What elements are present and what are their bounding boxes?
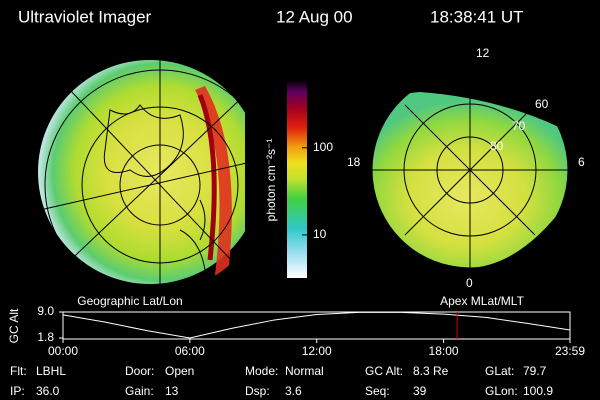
info-value: LBHL <box>36 364 66 378</box>
colorbar-tick-label: 10 <box>313 227 327 241</box>
info-value: 13 <box>165 384 179 398</box>
x-tick-label: 06:00 <box>175 344 205 358</box>
info-key: Gain: <box>125 384 154 398</box>
info-value: 100.9 <box>523 384 553 398</box>
date: 12 Aug 00 <box>276 7 353 26</box>
altitude-line <box>62 311 571 339</box>
info-key: Mode: <box>245 364 278 378</box>
left-label: Geographic Lat/Lon <box>77 294 182 308</box>
mlt-label: 12 <box>476 46 490 60</box>
instrument: Ultraviolet Imager <box>18 7 152 26</box>
info-key: GC Alt: <box>365 364 403 378</box>
mlt-label: 18 <box>347 155 361 169</box>
info-value: 8.3 Re <box>413 364 449 378</box>
y-tick-label: 9.0 <box>37 304 54 318</box>
polar-image <box>345 60 585 269</box>
colorbar <box>287 80 307 278</box>
lat-label: 70 <box>512 119 526 133</box>
info-value: 3.6 <box>285 384 302 398</box>
info-key: Flt: <box>10 364 27 378</box>
x-tick-label: 23:59 <box>555 344 585 358</box>
info-value: 36.0 <box>36 384 60 398</box>
x-tick-label: 00:00 <box>48 344 78 358</box>
time: 18:38:41 UT <box>430 7 524 26</box>
info-value: Open <box>165 364 194 378</box>
info-key: GLon: <box>485 384 518 398</box>
info-key: Seq: <box>365 384 390 398</box>
x-tick-label: 18:00 <box>429 344 459 358</box>
colorbar-tick-label: 100 <box>313 140 333 154</box>
info-key: IP: <box>10 384 25 398</box>
colorbar-label: photon cm⁻²s⁻¹ <box>264 139 278 222</box>
x-tick-label: 12:00 <box>302 344 332 358</box>
ts-ylabel: GC Alt <box>7 308 21 343</box>
y-tick-label: 1.8 <box>37 330 54 344</box>
mlt-label: 6 <box>578 155 585 169</box>
timeseries-frame <box>62 311 571 340</box>
mlt-label: 0 <box>466 276 473 290</box>
lat-label: 80 <box>490 139 504 153</box>
info-key: GLat: <box>485 364 514 378</box>
info-value: 39 <box>413 384 427 398</box>
lat-label: 60 <box>535 97 549 111</box>
right-label: Apex MLat/MLT <box>440 294 524 308</box>
info-value: Normal <box>285 364 324 378</box>
info-value: 79.7 <box>523 364 547 378</box>
info-key: Door: <box>125 364 154 378</box>
info-key: Dsp: <box>245 384 270 398</box>
